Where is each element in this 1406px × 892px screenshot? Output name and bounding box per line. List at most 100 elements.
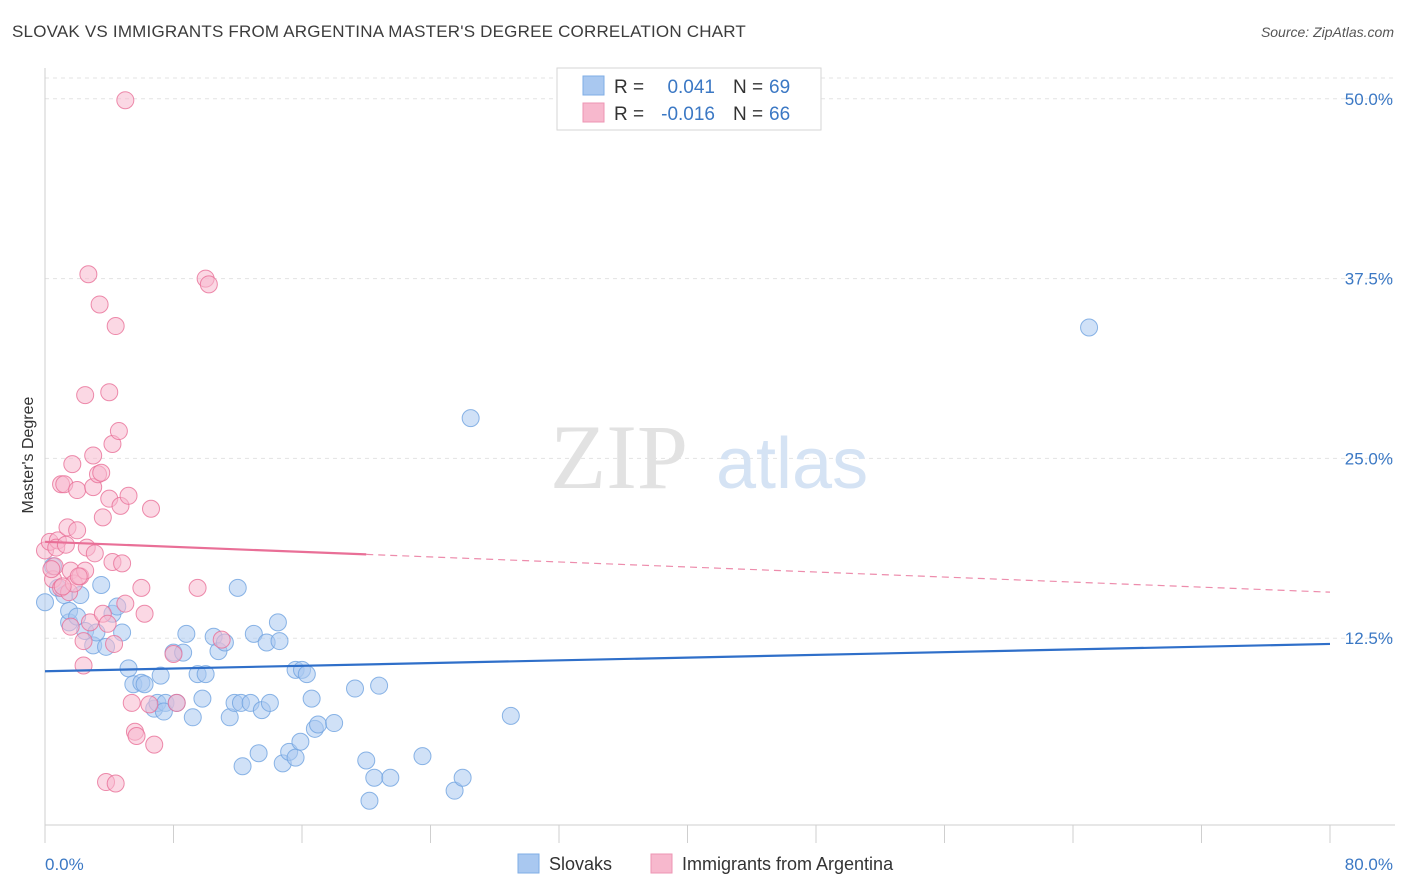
argentina-point bbox=[106, 774, 125, 793]
gridlines bbox=[45, 77, 1395, 639]
slovak-point bbox=[183, 708, 202, 727]
argentina-point bbox=[199, 275, 218, 294]
legend-swatch-slovaks bbox=[582, 75, 605, 96]
argentina-trend-line-dashed bbox=[366, 553, 1331, 593]
argentina-point bbox=[109, 422, 128, 441]
y-tick-label: 50.0% bbox=[1345, 90, 1393, 109]
legend-n-value-1: 69 bbox=[769, 77, 790, 98]
legend-bottom-swatch-argentina bbox=[650, 853, 673, 874]
slovak-point bbox=[268, 613, 287, 632]
x-tick-label: 80.0% bbox=[1345, 855, 1393, 874]
slovak-point bbox=[291, 732, 310, 751]
argentina-point bbox=[145, 735, 164, 754]
x-tick-label: 0.0% bbox=[45, 855, 84, 874]
argentina-point bbox=[79, 265, 98, 284]
data-points bbox=[36, 91, 1099, 810]
argentina-point bbox=[93, 508, 112, 527]
slovak-point bbox=[413, 747, 432, 766]
slovak-point bbox=[193, 689, 212, 708]
slovak-point bbox=[151, 666, 170, 685]
argentina-point bbox=[105, 634, 124, 653]
legend-bottom-label-slovaks: Slovaks bbox=[549, 854, 612, 874]
argentina-point bbox=[140, 695, 159, 714]
source-label: Source: ZipAtlas.com bbox=[1260, 24, 1394, 40]
legend-n-label-1: N = bbox=[733, 77, 763, 98]
argentina-point bbox=[68, 521, 87, 540]
legend-r-value-1: 0.041 bbox=[667, 77, 715, 98]
argentina-point bbox=[135, 604, 154, 623]
argentina-point bbox=[132, 578, 151, 597]
argentina-point bbox=[100, 383, 119, 402]
axes: 12.5% 25.0% 37.5% 50.0% 0.0% 80.0% bbox=[44, 68, 1395, 874]
watermark-atlas: atlas bbox=[716, 424, 868, 504]
argentina-point bbox=[113, 554, 132, 573]
argentina-point bbox=[116, 594, 135, 613]
argentina-point bbox=[92, 463, 111, 482]
slovak-point bbox=[357, 751, 376, 770]
slovak-point bbox=[360, 791, 379, 810]
chart-title: SLOVAK VS IMMIGRANTS FROM ARGENTINA MAST… bbox=[12, 22, 746, 41]
trend-lines bbox=[44, 540, 1331, 673]
slovak-point bbox=[154, 702, 173, 721]
argentina-point bbox=[212, 630, 231, 649]
argentina-point bbox=[84, 446, 103, 465]
argentina-point bbox=[63, 455, 82, 474]
argentina-point bbox=[74, 632, 93, 651]
slovak-point bbox=[92, 575, 111, 594]
slovak-point bbox=[302, 689, 321, 708]
slovak-point bbox=[461, 409, 480, 428]
y-tick-label: 12.5% bbox=[1345, 629, 1393, 648]
argentina-point bbox=[80, 613, 99, 632]
argentina-point bbox=[116, 91, 135, 110]
argentina-point bbox=[164, 645, 183, 664]
argentina-point bbox=[76, 386, 95, 405]
argentina-point bbox=[53, 577, 72, 596]
slovak-point bbox=[370, 676, 389, 695]
slovak-point bbox=[244, 624, 263, 643]
y-tick-label: 25.0% bbox=[1345, 449, 1393, 468]
slovak-point bbox=[177, 624, 196, 643]
legend-bottom-label-argentina: Immigrants from Argentina bbox=[682, 854, 894, 874]
legend-n-label-2: N = bbox=[733, 104, 763, 125]
argentina-point bbox=[167, 693, 186, 712]
argentina-point bbox=[98, 614, 117, 633]
slovak-point bbox=[297, 665, 316, 684]
slovak-point bbox=[228, 578, 247, 597]
y-tick-label: 37.5% bbox=[1345, 270, 1393, 289]
argentina-point bbox=[119, 486, 138, 505]
legend-top: R = 0.041 N = 69 R = -0.016 N = 66 bbox=[556, 67, 822, 131]
slovak-point bbox=[1080, 318, 1099, 337]
argentina-point bbox=[85, 544, 104, 563]
argentina-point bbox=[127, 727, 146, 746]
watermark-zip: ZIP bbox=[550, 406, 688, 508]
slovak-point bbox=[501, 706, 520, 725]
legend-r-label-2: R = bbox=[614, 104, 644, 125]
slovak-point bbox=[365, 768, 384, 787]
argentina-trend-line bbox=[44, 540, 367, 556]
slovak-point bbox=[325, 714, 344, 733]
legend-bottom: Slovaks Immigrants from Argentina bbox=[517, 853, 894, 874]
argentina-point bbox=[42, 560, 61, 579]
argentina-point bbox=[122, 693, 141, 712]
legend-swatch-argentina bbox=[582, 102, 605, 123]
slovak-point bbox=[286, 748, 305, 767]
y-axis-label: Master's Degree bbox=[20, 396, 37, 513]
legend-r-label-1: R = bbox=[614, 77, 644, 98]
argentina-point bbox=[61, 617, 80, 636]
legend-n-value-2: 66 bbox=[769, 104, 790, 125]
slovak-point bbox=[260, 693, 279, 712]
argentina-point bbox=[188, 578, 207, 597]
argentina-point bbox=[90, 295, 109, 314]
slovak-point bbox=[135, 675, 154, 694]
slovak-point bbox=[309, 715, 328, 734]
argentina-point bbox=[142, 499, 161, 518]
slovak-point bbox=[381, 768, 400, 787]
legend-r-value-2: -0.016 bbox=[661, 104, 715, 125]
slovak-point bbox=[453, 768, 472, 787]
argentina-point bbox=[56, 535, 75, 554]
slovak-point bbox=[346, 679, 365, 698]
legend-bottom-swatch-slovaks bbox=[517, 853, 540, 874]
slovak-point bbox=[249, 744, 268, 763]
argentina-point bbox=[68, 481, 87, 500]
